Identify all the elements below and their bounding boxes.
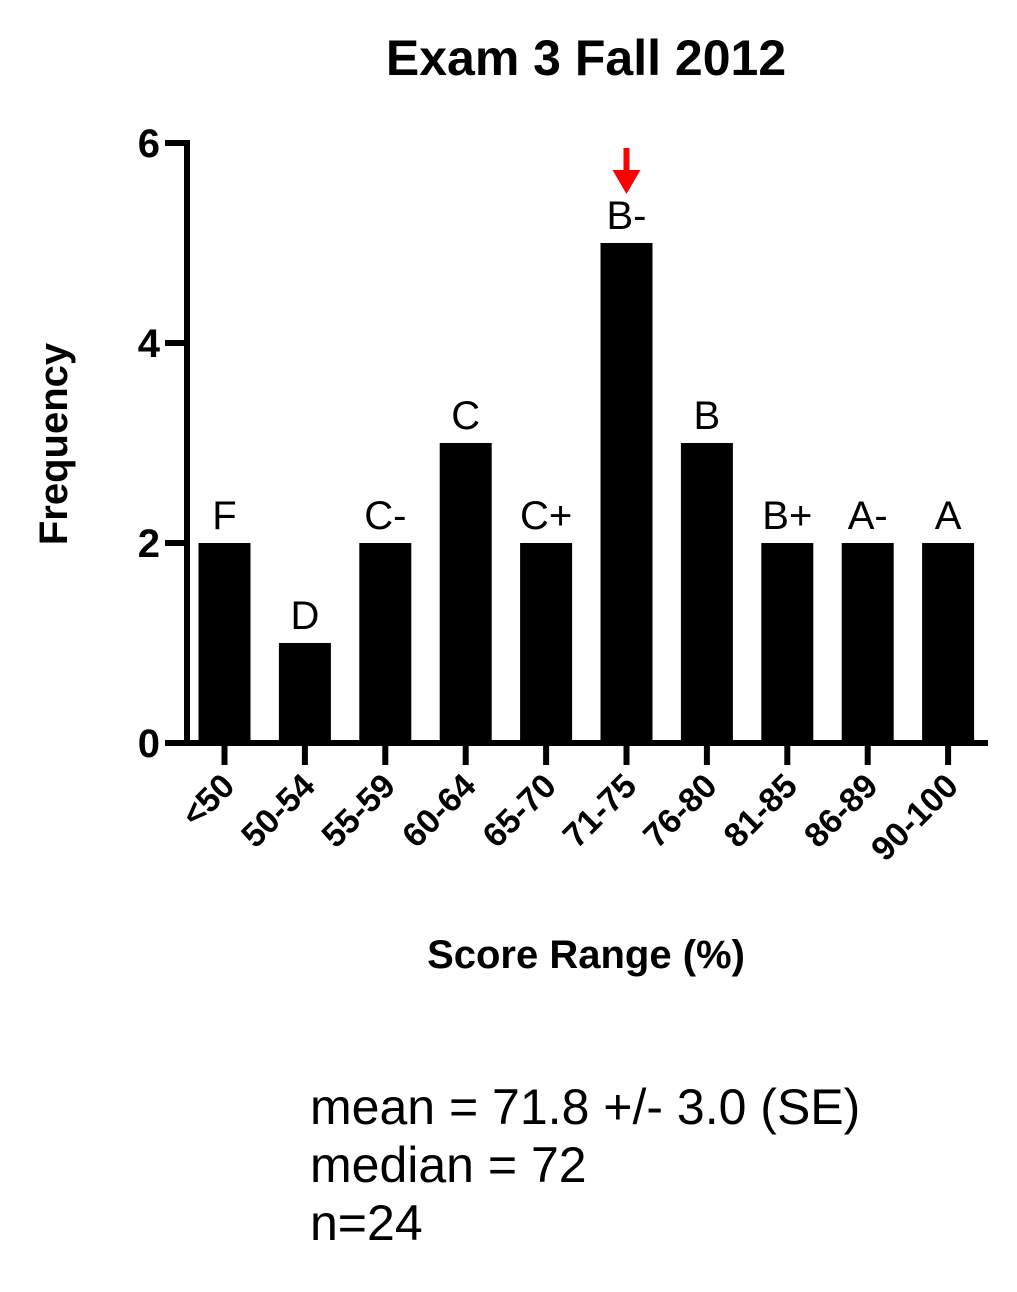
y-tick-label-6: 6 <box>138 122 160 166</box>
plot-area: 0 2 4 6 <5050-5455-5960-6465-7071-7576-8081-… <box>138 122 988 869</box>
x-tick-label-6: 71-75 <box>556 767 644 855</box>
chart-title: Exam 3 Fall 2012 <box>386 30 786 86</box>
median-text: median = 72 <box>310 1137 587 1193</box>
bar-grade-label-8: B+ <box>762 494 812 538</box>
y-axis-label: Frequency <box>32 342 76 545</box>
x-tick-label-3: 55-59 <box>315 767 403 855</box>
bar-4 <box>439 443 492 743</box>
n-text: n=24 <box>310 1195 423 1251</box>
x-tick-label-8: 81-85 <box>717 767 805 855</box>
bar-grade-label-2: D <box>290 594 319 638</box>
bar-7 <box>680 443 733 743</box>
bar-grade-label-9: A- <box>848 494 888 538</box>
x-tick-label-2: 50-54 <box>234 767 322 855</box>
bar-10 <box>922 543 975 743</box>
bar-3 <box>359 543 412 743</box>
bar-2 <box>278 643 331 743</box>
bar-9 <box>841 543 894 743</box>
bar-grade-label-3: C- <box>364 494 406 538</box>
x-tick-label-5: 65-70 <box>475 767 563 855</box>
summary-statistics: mean = 71.8 +/- 3.0 (SE) median = 72 n=2… <box>310 1078 860 1252</box>
y-tick-label-0: 0 <box>138 722 160 766</box>
x-tick-label-1: <50 <box>174 767 242 835</box>
x-axis-label: Score Range (%) <box>427 933 745 977</box>
bar-8 <box>761 543 814 743</box>
mean-text: mean = 71.8 +/- 3.0 (SE) <box>310 1079 861 1135</box>
histogram-chart: Exam 3 Fall 2012 Frequency Score Range (… <box>32 30 988 977</box>
bar-1 <box>198 543 251 743</box>
x-tick-label-4: 60-64 <box>395 767 483 855</box>
bar-grade-label-7: B <box>694 394 721 438</box>
marker-arrow-head <box>612 170 641 194</box>
bar-grade-label-6: B- <box>607 194 647 238</box>
bar-grade-label-1: F <box>212 494 236 538</box>
x-tick-label-7: 76-80 <box>636 767 724 855</box>
bar-grade-label-10: A <box>935 494 962 538</box>
bar-grade-label-5: C+ <box>520 494 572 538</box>
bar-grade-label-4: C <box>451 394 480 438</box>
y-tick-label-4: 4 <box>138 322 161 366</box>
bar-6 <box>600 243 653 743</box>
x-tick-label-10: 90-100 <box>864 767 966 869</box>
y-tick-label-2: 2 <box>138 522 160 566</box>
bar-5 <box>520 543 573 743</box>
